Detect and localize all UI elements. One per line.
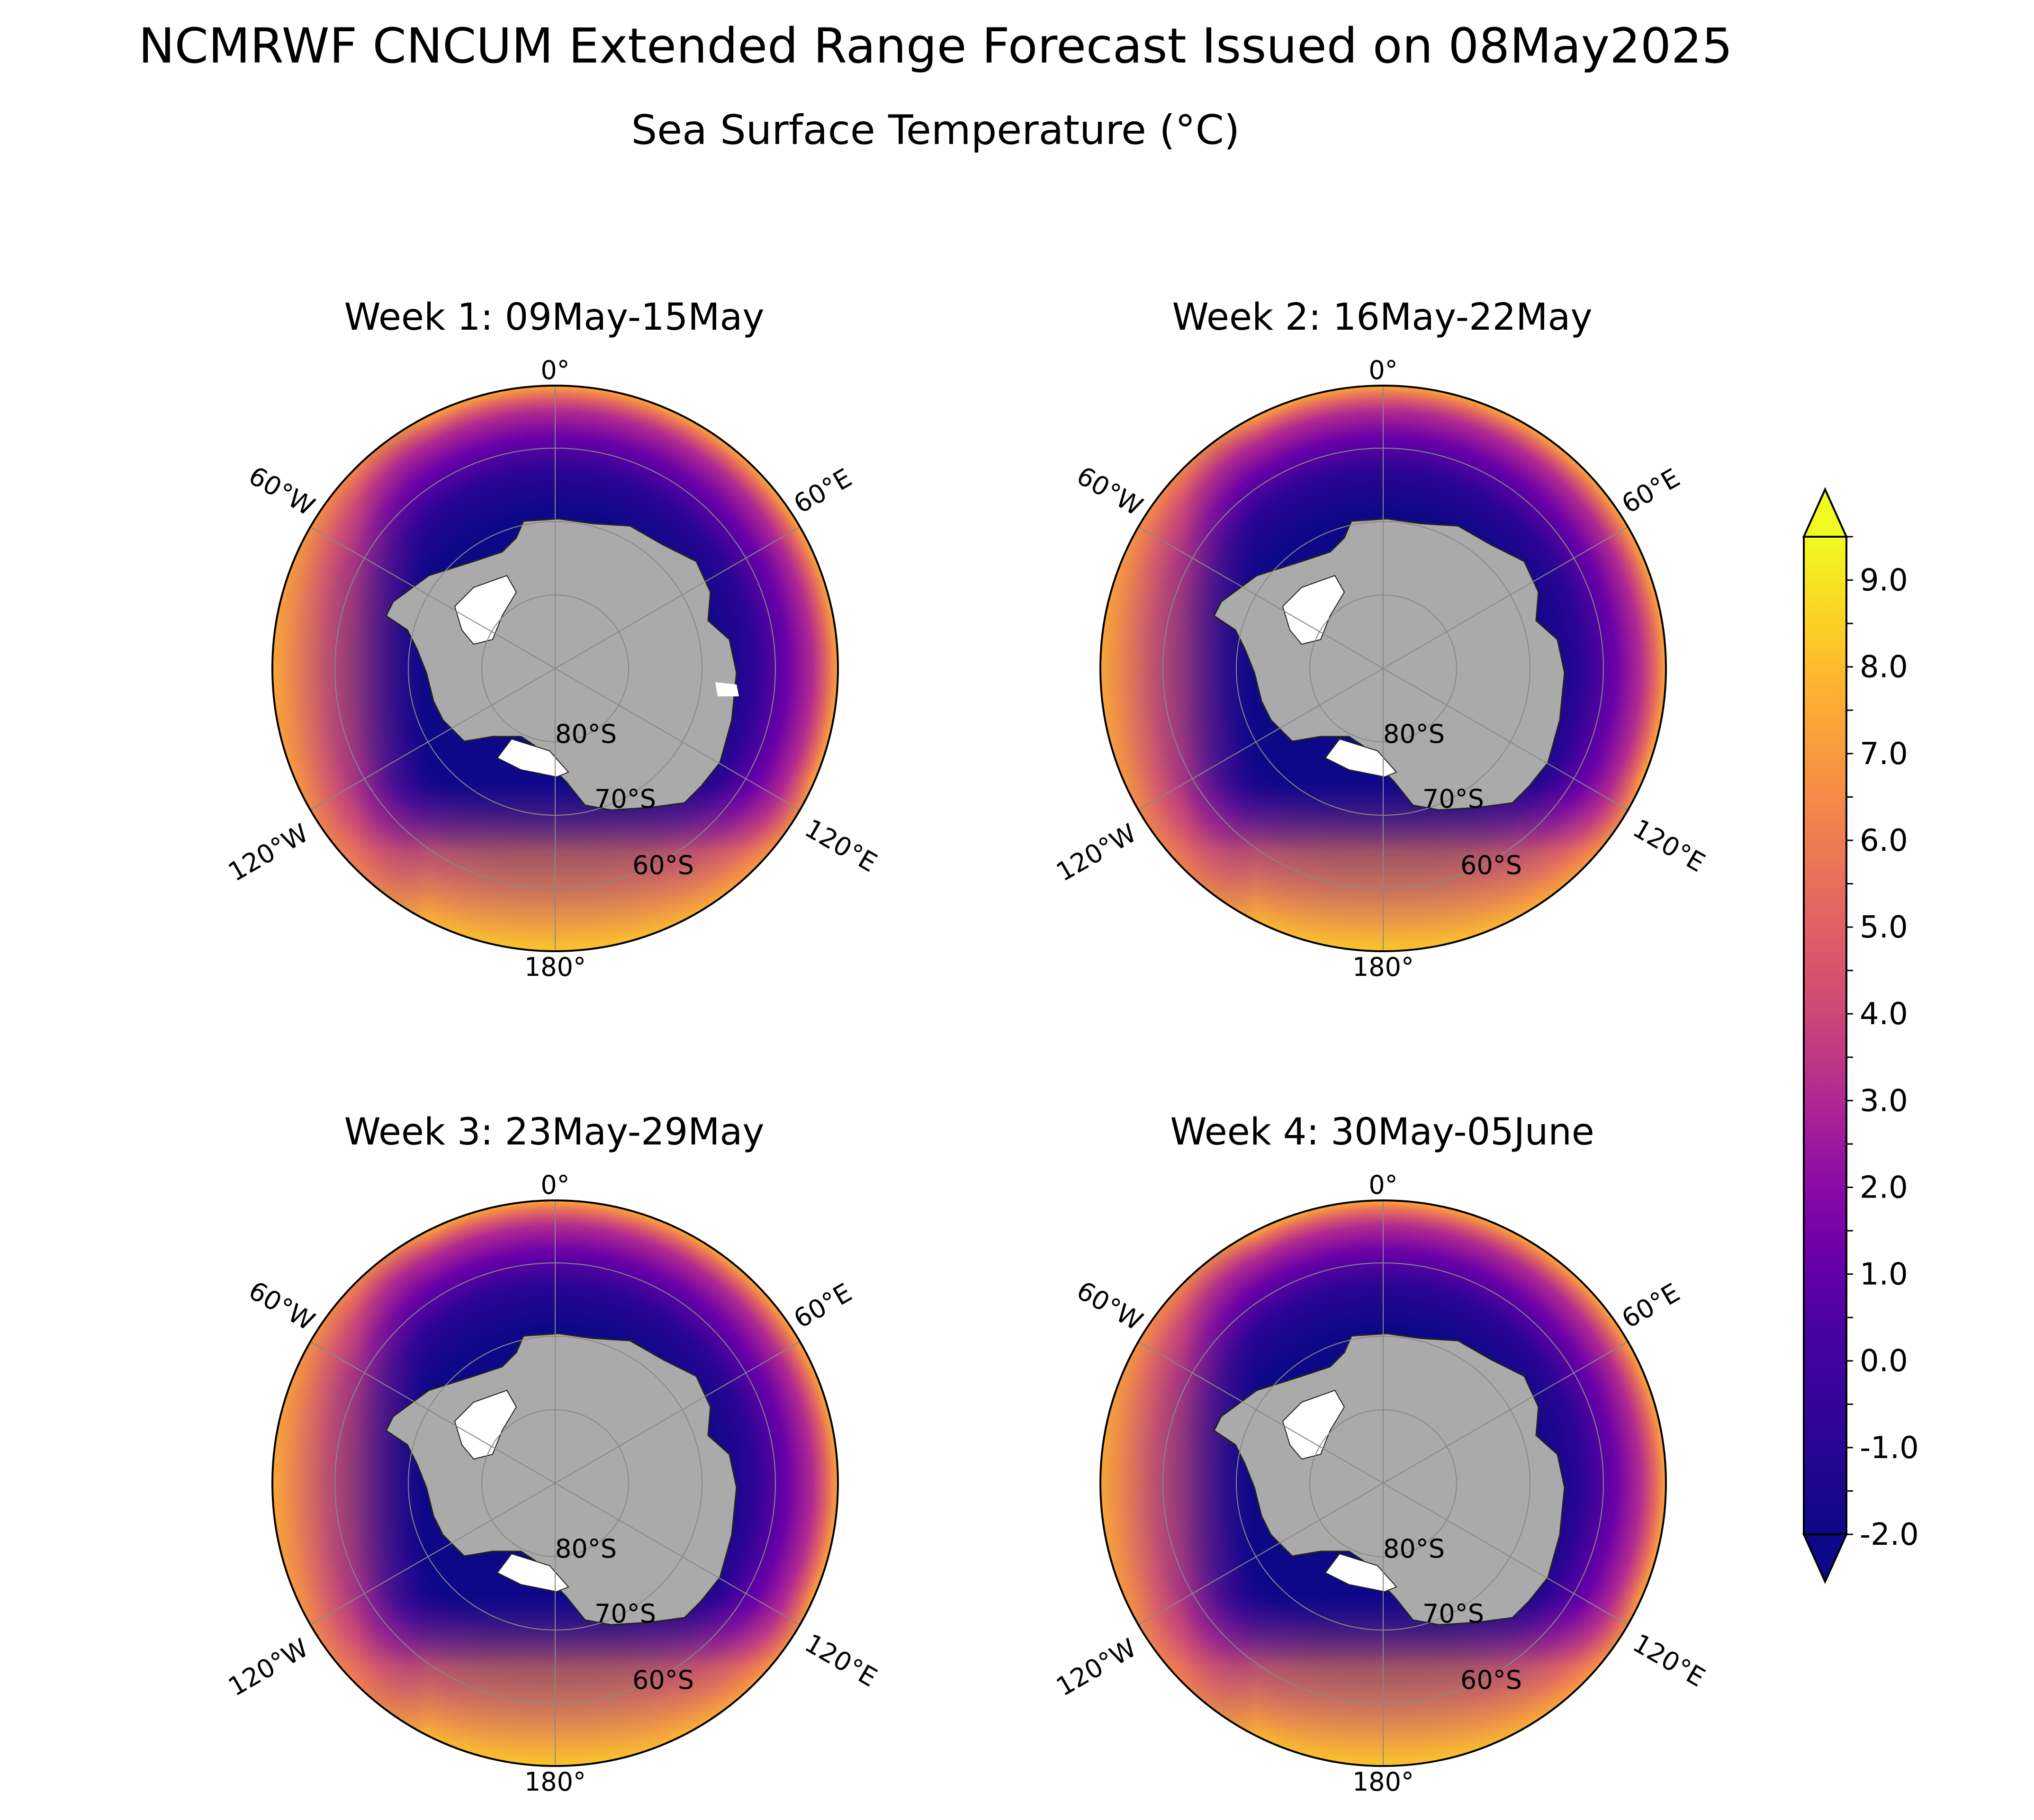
lon-label-0: 0° (1368, 1170, 1397, 1200)
colorbar-tick-label: 9.0 (1860, 563, 1908, 598)
map-panel-week4 (1100, 1200, 1666, 1766)
lon-label-60e: 60°E (1617, 463, 1685, 519)
colorbar-extend-max (1802, 487, 1848, 538)
lon-label-120e: 120°E (1628, 1628, 1710, 1693)
panel-title-week4: Week 4: 30May-05June (1170, 1111, 1594, 1153)
colorbar-tick-label: 7.0 (1860, 737, 1908, 772)
lon-label-60w: 60°W (243, 1275, 320, 1336)
colorbar-tick-label: 4.0 (1860, 997, 1908, 1032)
lon-label-60e: 60°E (1617, 1278, 1685, 1334)
lat-label-60s: 60°S (632, 850, 694, 880)
lon-label-120w: 120°W (1051, 1633, 1141, 1702)
lat-label-70s: 70°S (594, 1599, 656, 1629)
colorbar-tick-label: 5.0 (1860, 910, 1908, 945)
map-panel-week1 (272, 386, 838, 951)
lon-label-180: 180° (524, 1767, 586, 1797)
lon-label-0: 0° (1368, 355, 1397, 385)
graticule (310, 386, 801, 951)
map-boundary (271, 1199, 839, 1767)
lon-label-0: 0° (540, 355, 569, 385)
main-title: NCMRWF CNCUM Extended Range Forecast Iss… (138, 18, 1733, 74)
lon-label-120w: 120°W (1051, 818, 1141, 887)
lon-label-120w: 120°W (223, 1633, 313, 1702)
lon-label-0: 0° (540, 1170, 569, 1200)
map-boundary (1099, 385, 1667, 952)
graticule (1138, 386, 1629, 951)
lat-label-70s: 70°S (594, 784, 656, 814)
lon-label-60w: 60°W (243, 460, 320, 522)
graticule (310, 1200, 801, 1766)
ice-shelf-ross (496, 738, 569, 778)
lon-label-120w: 120°W (223, 818, 313, 887)
panel-title-week1: Week 1: 09May-15May (344, 296, 765, 339)
lat-label-80s: 80°S (555, 1534, 617, 1564)
graticule (1138, 1200, 1629, 1766)
lon-label-60w: 60°W (1071, 1275, 1148, 1336)
ice-shelf-ross (496, 1553, 569, 1593)
lat-label-60s: 60°S (1460, 850, 1522, 880)
ice-shelf-ross (1324, 1553, 1397, 1593)
colorbar-tick-label: -1.0 (1860, 1431, 1919, 1466)
colorbar: 9.0 8.0 7.0 6.0 5.0 4.0 3.0 2.0 1.0 0.0 -1.0 -2.0 (1802, 487, 1919, 1584)
lon-label-120e: 120°E (800, 813, 882, 878)
lon-label-180: 180° (524, 952, 586, 982)
lon-label-60w: 60°W (1071, 460, 1148, 522)
colorbar-bar (1803, 536, 1847, 1535)
ice-shelf-ronne (1282, 1389, 1345, 1460)
lat-label-80s: 80°S (555, 719, 617, 749)
colorbar-tick-label: 1.0 (1860, 1257, 1908, 1292)
lon-label-180: 180° (1352, 952, 1414, 982)
ice-shelf-ronne (454, 1389, 517, 1460)
lat-label-60s: 60°S (1460, 1665, 1522, 1695)
lon-label-120e: 120°E (1628, 813, 1710, 878)
colorbar-extend-min (1802, 1533, 1848, 1584)
lat-label-80s: 80°S (1383, 1534, 1445, 1564)
colorbar-tick-label: 2.0 (1860, 1170, 1908, 1205)
colorbar-tick-label: -2.0 (1860, 1517, 1919, 1552)
map-boundary (1099, 1199, 1667, 1767)
colorbar-tick-label: 3.0 (1860, 1083, 1908, 1118)
ice-shelf-amery (715, 682, 739, 696)
subtitle: Sea Surface Temperature (°C) (631, 107, 1240, 154)
colorbar-tick-label: 6.0 (1860, 823, 1908, 858)
colorbar-ticks: 9.0 8.0 7.0 6.0 5.0 4.0 3.0 2.0 1.0 0.0 -1.0 -2.0 (1846, 536, 1919, 1552)
lon-label-180: 180° (1352, 1767, 1414, 1797)
colorbar-tick-label: 8.0 (1860, 650, 1908, 685)
map-panel-week3 (272, 1200, 838, 1766)
lat-label-70s: 70°S (1422, 784, 1484, 814)
ice-shelf-ronne (454, 575, 517, 645)
map-boundary (271, 385, 839, 952)
lon-label-60e: 60°E (789, 463, 857, 519)
lat-label-80s: 80°S (1383, 719, 1445, 749)
lat-label-70s: 70°S (1422, 1599, 1484, 1629)
lon-label-60e: 60°E (789, 1278, 857, 1334)
lat-label-60s: 60°S (632, 1665, 694, 1695)
map-panel-week2 (1100, 386, 1666, 951)
lon-label-120e: 120°E (800, 1628, 882, 1693)
panel-title-week2: Week 2: 16May-22May (1172, 296, 1593, 339)
colorbar-tick-label: 0.0 (1860, 1344, 1908, 1379)
ice-shelf-ross (1324, 738, 1397, 778)
ice-shelf-ronne (1282, 575, 1345, 645)
panel-title-week3: Week 3: 23May-29May (344, 1111, 765, 1153)
